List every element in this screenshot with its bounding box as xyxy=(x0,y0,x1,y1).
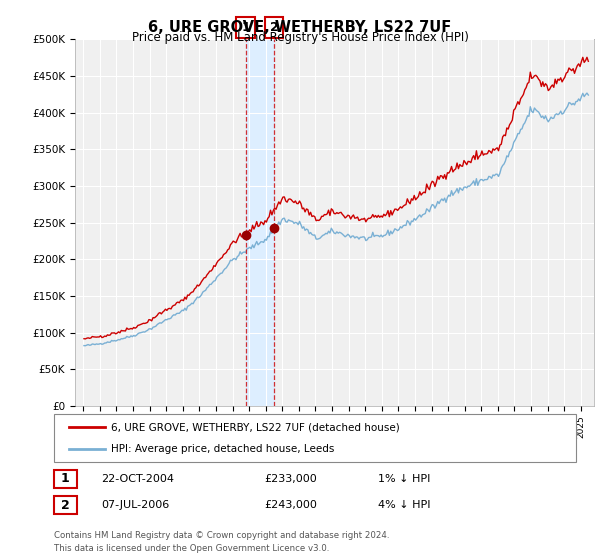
Text: Price paid vs. HM Land Registry's House Price Index (HPI): Price paid vs. HM Land Registry's House … xyxy=(131,31,469,44)
Text: 22-OCT-2004: 22-OCT-2004 xyxy=(101,474,174,484)
Text: Contains HM Land Registry data © Crown copyright and database right 2024.
This d: Contains HM Land Registry data © Crown c… xyxy=(54,531,389,553)
Text: 2: 2 xyxy=(61,498,70,512)
Text: 2: 2 xyxy=(270,21,278,34)
Text: 6, URE GROVE, WETHERBY, LS22 7UF (detached house): 6, URE GROVE, WETHERBY, LS22 7UF (detach… xyxy=(111,422,400,432)
Text: £233,000: £233,000 xyxy=(264,474,317,484)
Text: 07-JUL-2006: 07-JUL-2006 xyxy=(101,500,169,510)
Text: 1% ↓ HPI: 1% ↓ HPI xyxy=(378,474,430,484)
Text: 6, URE GROVE, WETHERBY, LS22 7UF: 6, URE GROVE, WETHERBY, LS22 7UF xyxy=(148,20,452,35)
FancyBboxPatch shape xyxy=(236,17,255,39)
Bar xyxy=(245,39,274,406)
Text: £243,000: £243,000 xyxy=(264,500,317,510)
Text: 1: 1 xyxy=(61,472,70,486)
Text: 4% ↓ HPI: 4% ↓ HPI xyxy=(378,500,431,510)
Text: HPI: Average price, detached house, Leeds: HPI: Average price, detached house, Leed… xyxy=(111,444,334,454)
Text: 1: 1 xyxy=(241,21,250,34)
FancyBboxPatch shape xyxy=(265,17,283,39)
